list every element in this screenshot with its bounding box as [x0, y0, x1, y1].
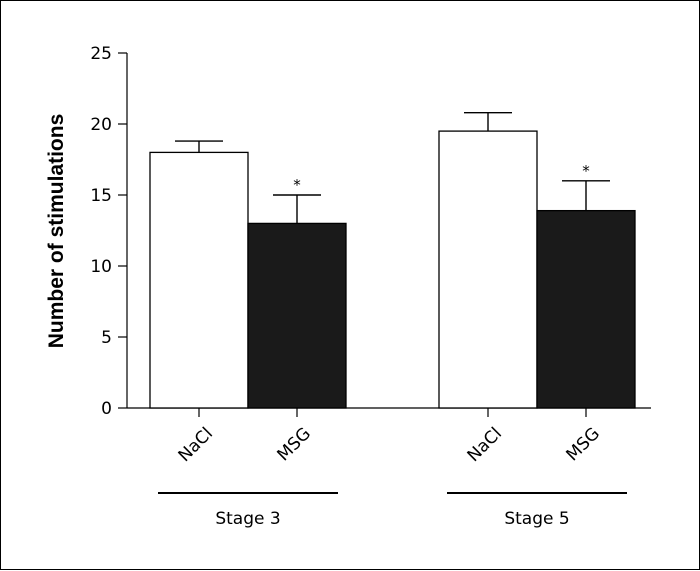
group-label: Stage 5 — [504, 509, 569, 529]
x-tick-label: MSG — [273, 424, 314, 465]
y-tick-label: 25 — [90, 44, 112, 64]
y-tick-label: 10 — [90, 257, 112, 277]
bar — [438, 130, 538, 409]
chart-bars — [149, 111, 636, 409]
bar — [149, 151, 249, 409]
x-tick-label: NaCl — [175, 424, 217, 466]
x-tick-label: MSG — [562, 424, 603, 465]
y-axis-label: Number of stimulations — [45, 114, 68, 349]
significance-marker: * — [293, 176, 301, 194]
significance-marker: * — [582, 162, 590, 180]
y-tick-label: 20 — [90, 115, 112, 135]
x-tick-label: NaCl — [464, 424, 506, 466]
group-label: Stage 3 — [215, 509, 280, 529]
y-tick-label: 15 — [90, 186, 112, 206]
y-tick-label: 0 — [101, 399, 112, 419]
y-tick-label: 5 — [101, 328, 112, 348]
bar — [536, 209, 636, 409]
bar — [247, 222, 347, 409]
